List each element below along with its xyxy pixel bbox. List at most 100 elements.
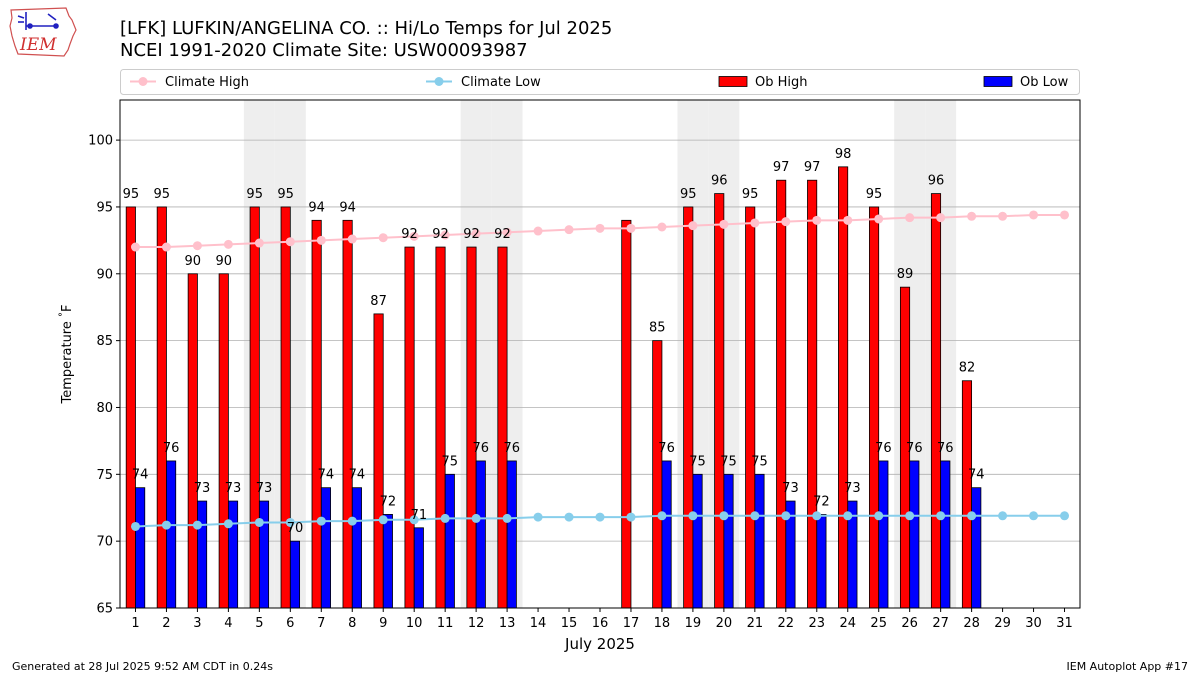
climate-high-point (812, 215, 822, 225)
x-tick-label: 8 (348, 616, 356, 631)
climate-high-point (843, 215, 853, 225)
x-tick-label: 9 (379, 616, 387, 631)
ob-high-label: 97 (773, 160, 790, 175)
ob-low-bar (320, 487, 331, 609)
climate-high-point (347, 234, 357, 244)
y-tick-label: 75 (96, 468, 113, 483)
x-tick-label: 24 (839, 616, 856, 631)
x-axis-label: July 2025 (564, 635, 635, 653)
ob-low-label: 75 (751, 454, 768, 469)
ob-low-label: 73 (844, 481, 861, 496)
climate-low-point (905, 511, 915, 521)
ob-high-label: 90 (185, 254, 202, 269)
x-tick-label: 25 (870, 616, 887, 631)
ob-high-label: 97 (804, 160, 821, 175)
x-tick-label: 6 (286, 616, 294, 631)
y-tick-label: 90 (96, 267, 113, 282)
legend-label: Ob Low (1020, 75, 1069, 90)
climate-low-point (440, 513, 450, 523)
climate-low-point (998, 511, 1008, 521)
ob-low-label: 72 (813, 494, 830, 509)
ob-low-label: 73 (194, 481, 211, 496)
climate-high-point (688, 221, 698, 231)
legend-label: Ob High (755, 75, 808, 90)
climate-high-point (223, 239, 233, 249)
climate-low-point (781, 511, 791, 521)
ob-low-label: 74 (968, 468, 985, 483)
climate-low-point (564, 512, 574, 522)
climate-low-point (471, 513, 481, 523)
ob-high-bar (218, 273, 229, 609)
climate-high-point (316, 235, 326, 245)
climate-low-point (409, 515, 419, 525)
ob-high-label: 94 (339, 200, 356, 215)
legend-bar-swatch (983, 76, 1013, 87)
ob-low-bar (258, 500, 270, 609)
climate-low-point (533, 512, 543, 522)
climate-low-point (843, 511, 853, 521)
ob-low-bar (227, 500, 239, 609)
ob-high-label: 92 (401, 227, 418, 242)
climate-high-point (595, 223, 605, 233)
ob-high-label: 92 (432, 227, 449, 242)
y-tick-label: 80 (96, 401, 113, 416)
logo-text: IEM (19, 35, 57, 55)
climate-high-point (564, 225, 574, 235)
ob-high-bar (249, 206, 260, 609)
y-tick-label: 100 (88, 134, 113, 149)
ob-low-label: 73 (782, 481, 799, 496)
ob-high-bar (807, 179, 818, 609)
ob-high-label: 95 (123, 187, 140, 202)
climate-low-point (378, 515, 388, 525)
x-tick-label: 10 (406, 616, 423, 631)
legend-box (120, 69, 1080, 95)
x-tick-label: 30 (1025, 616, 1042, 631)
ob-high-label: 96 (711, 174, 728, 189)
climate-high-point (378, 233, 388, 243)
ob-high-label: 96 (928, 174, 945, 189)
ob-low-label: 76 (503, 441, 520, 456)
x-tick-label: 5 (255, 616, 263, 631)
y-tick-label: 70 (96, 535, 113, 550)
climate-high-point (781, 217, 791, 227)
x-tick-label: 27 (932, 616, 949, 631)
ob-high-bar (435, 246, 446, 609)
weather-station-icon (17, 12, 59, 30)
generated-footer: Generated at 28 Jul 2025 9:52 AM CDT in … (12, 660, 273, 673)
app-footer: IEM Autoplot App #17 (1066, 660, 1189, 673)
ob-low-bar (661, 460, 672, 609)
ob-low-bar (382, 514, 393, 609)
ob-low-label: 72 (380, 494, 397, 509)
climate-high-point (285, 237, 295, 247)
ob-low-label: 73 (225, 481, 242, 496)
x-tick-label: 7 (317, 616, 325, 631)
ob-low-label: 74 (132, 468, 149, 483)
x-tick-label: 28 (963, 616, 980, 631)
climate-high-point (905, 213, 915, 223)
ob-low-label: 75 (689, 454, 706, 469)
y-tick-label: 85 (96, 334, 113, 349)
climate-high-point (254, 238, 264, 248)
ob-high-bar (187, 273, 198, 609)
ob-low-label: 73 (256, 481, 273, 496)
ob-high-bar (311, 219, 322, 609)
ob-low-label: 74 (318, 468, 335, 483)
ob-high-label: 92 (463, 227, 480, 242)
climate-high-point (657, 222, 667, 232)
climate-high-point (936, 213, 946, 223)
climate-low-point (502, 513, 512, 523)
ob-low-label: 76 (937, 441, 954, 456)
ob-high-label: 94 (308, 200, 325, 215)
x-tick-label: 29 (994, 616, 1011, 631)
ob-low-label: 74 (349, 468, 366, 483)
ob-high-bar (342, 219, 353, 609)
climate-low-point (254, 517, 264, 527)
ob-low-label: 75 (442, 454, 459, 469)
ob-high-label: 95 (154, 187, 171, 202)
ob-high-bar (497, 246, 508, 609)
ob-high-bar (838, 166, 849, 609)
climate-low-point (130, 521, 140, 531)
ob-high-bar (930, 193, 942, 609)
climate-low-point (936, 511, 946, 521)
